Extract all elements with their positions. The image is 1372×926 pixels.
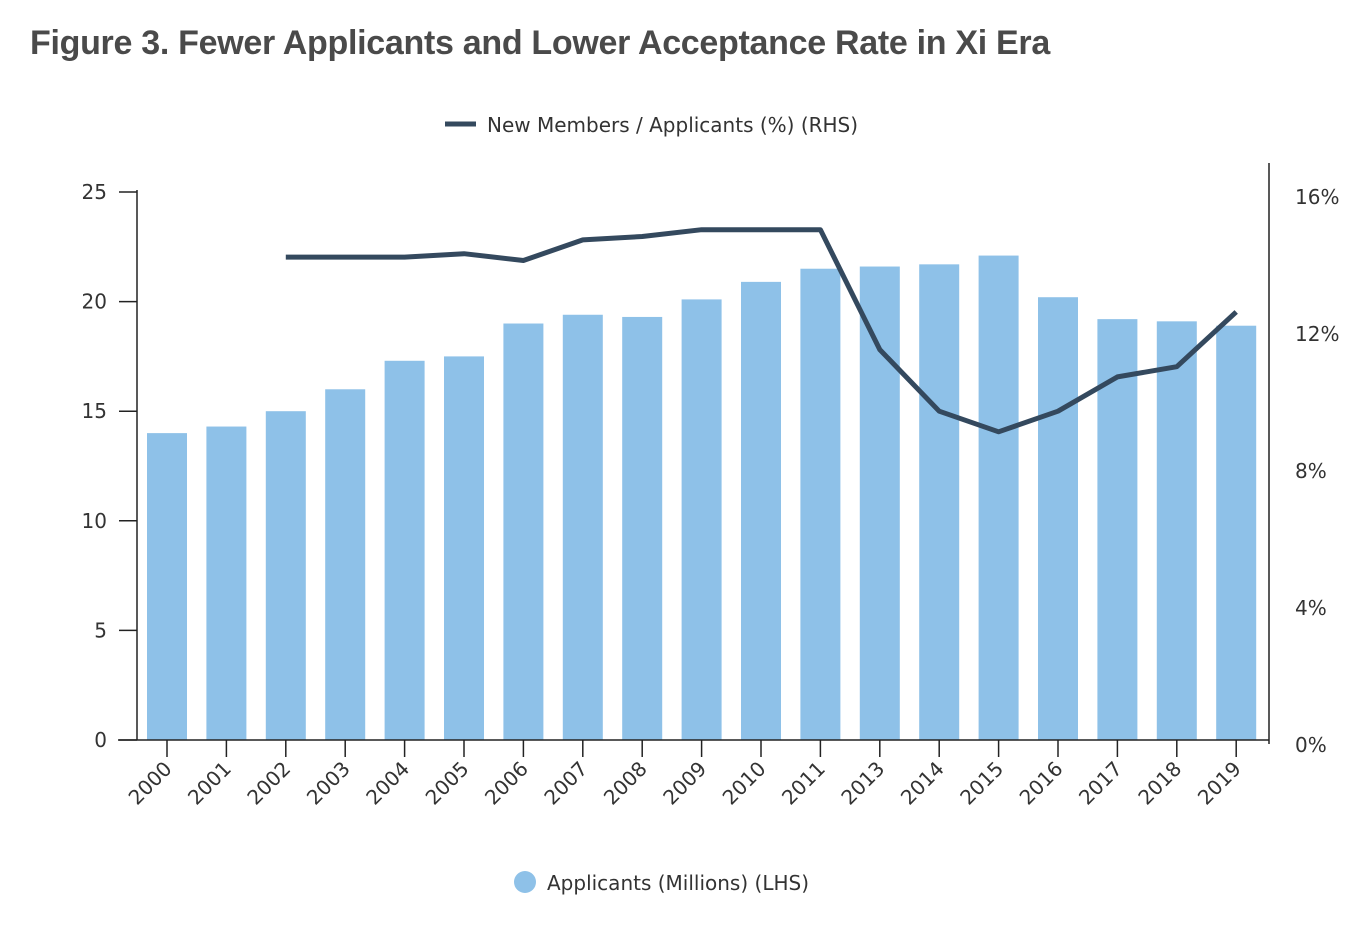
x-axis-tick-label: 2015 (955, 757, 1008, 810)
x-axis-tick-label: 2017 (1074, 757, 1127, 810)
bar (1156, 321, 1197, 740)
bar (1097, 319, 1138, 740)
left-axis-tick-label: 15 (82, 399, 107, 423)
bar (1038, 297, 1078, 740)
x-axis-tick-label: 2006 (480, 757, 533, 810)
left-axis-tick-label: 10 (82, 509, 107, 533)
x-axis-tick-label: 2008 (599, 757, 652, 810)
bar (444, 356, 484, 740)
left-axis-tick-label: 25 (82, 180, 107, 204)
bar-series-applicants (147, 255, 1257, 740)
x-axis-tick-label: 2000 (124, 757, 177, 810)
x-axis-tick-label: 2019 (1193, 757, 1246, 810)
legend-line-label: New Members / Applicants (%) (RHS) (487, 113, 858, 137)
x-axis-tick-label: 2013 (836, 757, 889, 810)
bar (859, 266, 900, 740)
bar (800, 268, 841, 740)
bar (265, 411, 306, 740)
x-axis-tick-label: 2005 (421, 757, 474, 810)
bar (978, 255, 1019, 740)
x-axis-tick-label: 2014 (896, 757, 949, 810)
legend-bar-label: Applicants (Millions) (LHS) (547, 871, 809, 895)
bar (919, 264, 960, 740)
x-axis-tick-label: 2016 (1015, 757, 1068, 810)
legend-bar-swatch (514, 871, 536, 893)
x-axis-tick-label: 2007 (539, 757, 592, 810)
left-axis-tick-label: 20 (82, 290, 107, 314)
left-axis-tick-label: 5 (94, 618, 107, 642)
x-axis-tick-label: 2003 (302, 757, 355, 810)
x-axis-tick-label: 2002 (242, 757, 295, 810)
bar (206, 426, 247, 740)
bar (384, 360, 425, 740)
bar (147, 433, 187, 740)
left-axis-tick-label: 0 (94, 728, 107, 752)
right-axis-tick-label: 12% (1295, 322, 1339, 346)
bar (1216, 325, 1257, 740)
x-axis-tick-label: 2018 (1133, 757, 1186, 810)
x-axis-tick-label: 2001 (183, 757, 236, 810)
bar (741, 281, 781, 740)
right-axis-tick-label: 16% (1295, 185, 1339, 209)
x-axis-tick-label: 2004 (361, 757, 414, 810)
chart-title: Figure 3. Fewer Applicants and Lower Acc… (30, 24, 1050, 62)
x-axis-tick-label: 2009 (658, 757, 711, 810)
line-series-acceptance-rate (285, 227, 1238, 435)
bar (503, 323, 544, 740)
right-axis-tick-label: 8% (1295, 459, 1327, 483)
bar (622, 316, 663, 740)
x-axis-tick-label: 2010 (718, 757, 771, 810)
bar (562, 314, 603, 740)
bar (681, 299, 722, 740)
bar (325, 389, 366, 740)
right-axis-tick-label: 4% (1295, 596, 1327, 620)
top-legend: New Members / Applicants (%) (RHS) (445, 113, 858, 137)
x-axis-tick-label: 2011 (777, 757, 830, 810)
bottom-legend: Applicants (Millions) (LHS) (514, 871, 809, 895)
right-axis-tick-label: 0% (1295, 733, 1327, 757)
